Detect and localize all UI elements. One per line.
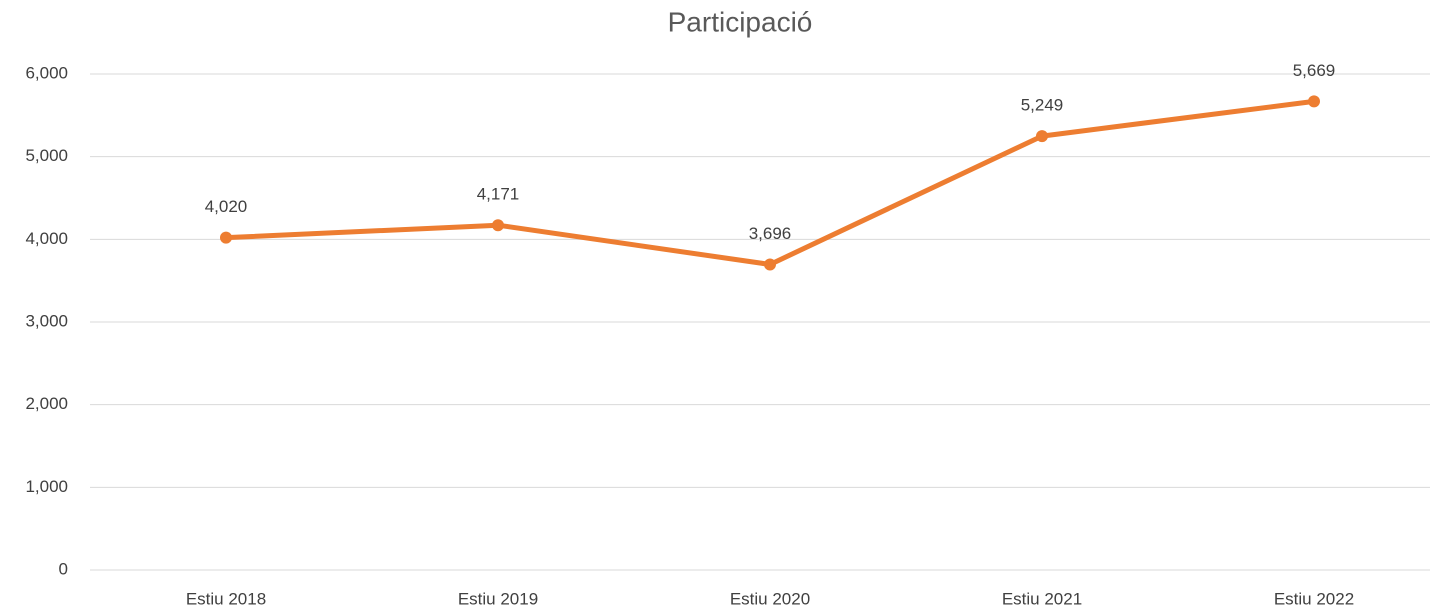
data-label: 3,696 (749, 224, 792, 243)
data-label: 4,171 (477, 185, 520, 204)
y-tick-label: 0 (59, 559, 68, 578)
y-tick-label: 5,000 (25, 146, 68, 165)
x-tick-label: Estiu 2019 (458, 589, 538, 608)
point (1036, 130, 1048, 143)
chart-title: Participació (668, 6, 813, 37)
x-tick-label: Estiu 2021 (1002, 589, 1082, 608)
point (764, 258, 776, 271)
point (220, 231, 232, 244)
data-label: 4,020 (205, 197, 248, 216)
x-tick-label: Estiu 2018 (186, 589, 266, 608)
x-tick-label: Estiu 2022 (1274, 589, 1354, 608)
point (1308, 95, 1320, 108)
x-tick-label: Estiu 2020 (730, 589, 810, 608)
data-label: 5,249 (1021, 96, 1064, 115)
y-tick-label: 6,000 (25, 63, 68, 82)
y-tick-label: 4,000 (25, 229, 68, 248)
y-tick-label: 1,000 (25, 477, 68, 496)
data-label: 5,669 (1293, 61, 1336, 80)
y-tick-label: 3,000 (25, 311, 68, 330)
point (492, 219, 504, 232)
y-tick-label: 2,000 (25, 394, 68, 413)
